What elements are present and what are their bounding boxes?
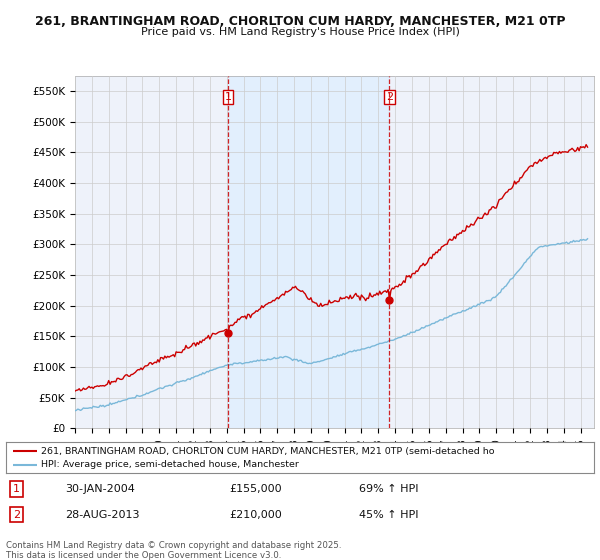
Text: 28-AUG-2013: 28-AUG-2013	[65, 510, 139, 520]
Text: 261, BRANTINGHAM ROAD, CHORLTON CUM HARDY, MANCHESTER, M21 0TP: 261, BRANTINGHAM ROAD, CHORLTON CUM HARD…	[35, 15, 565, 27]
Text: 1: 1	[224, 92, 232, 102]
Text: 2: 2	[13, 510, 20, 520]
Text: £210,000: £210,000	[229, 510, 282, 520]
Text: HPI: Average price, semi-detached house, Manchester: HPI: Average price, semi-detached house,…	[41, 460, 299, 469]
Text: 2: 2	[386, 92, 393, 102]
Text: Price paid vs. HM Land Registry's House Price Index (HPI): Price paid vs. HM Land Registry's House …	[140, 27, 460, 37]
Bar	[228, 76, 389, 428]
Text: 69% ↑ HPI: 69% ↑ HPI	[359, 484, 418, 494]
Text: £155,000: £155,000	[229, 484, 282, 494]
Text: 1: 1	[13, 484, 20, 494]
Text: 261, BRANTINGHAM ROAD, CHORLTON CUM HARDY, MANCHESTER, M21 0TP (semi-detached ho: 261, BRANTINGHAM ROAD, CHORLTON CUM HARD…	[41, 446, 495, 455]
Text: 45% ↑ HPI: 45% ↑ HPI	[359, 510, 418, 520]
Text: 30-JAN-2004: 30-JAN-2004	[65, 484, 134, 494]
Text: Contains HM Land Registry data © Crown copyright and database right 2025.
This d: Contains HM Land Registry data © Crown c…	[6, 540, 341, 560]
